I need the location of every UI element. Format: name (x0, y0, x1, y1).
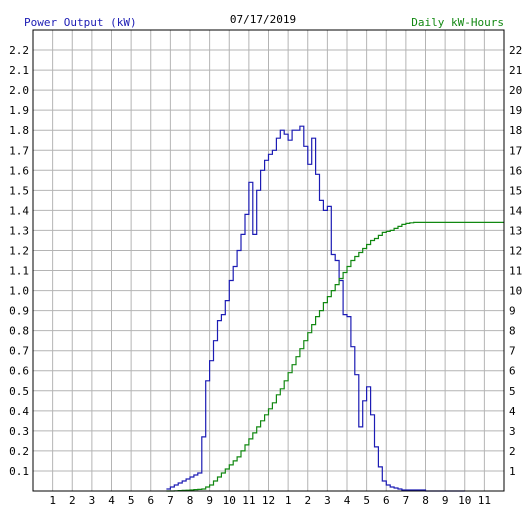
y-tick-label: 0.2 (9, 445, 29, 458)
x-tick-label: 9 (206, 494, 213, 507)
y-tick-label: 1.9 (9, 104, 29, 117)
y2-tick-label: 14 (509, 204, 523, 217)
y2-axis-title: Daily kW-Hours (411, 16, 504, 29)
y-axis-ticks: 0.1 0.2 0.3 0.4 0.5 0.6 0.7 0.8 0.9 1.0 1.1 1.2 1.3 1… (9, 44, 29, 478)
y2-tick-label: 6 (509, 365, 516, 378)
y-tick-label: 2.0 (9, 84, 29, 97)
y2-tick-label: 4 (509, 405, 516, 418)
x-tick-label: 8 (422, 494, 429, 507)
x-tick-label: 8 (187, 494, 194, 507)
y2-tick-label: 18 (509, 124, 522, 137)
grid (33, 30, 504, 491)
y-tick-label: 1.7 (9, 144, 29, 157)
y2-tick-label: 20 (509, 84, 522, 97)
y-tick-label: 1.1 (9, 265, 29, 278)
y2-tick-label: 22 (509, 44, 522, 57)
x-tick-label: 5 (128, 494, 135, 507)
x-tick-label: 4 (108, 494, 115, 507)
x-tick-label: 10 (223, 494, 236, 507)
y-tick-label: 0.1 (9, 465, 29, 478)
y2-tick-label: 21 (509, 64, 522, 77)
y2-tick-label: 16 (509, 164, 522, 177)
y-tick-label: 0.6 (9, 365, 29, 378)
power-output-line (166, 125, 465, 492)
y2-tick-label: 19 (509, 104, 522, 117)
y-tick-label: 0.8 (9, 325, 29, 338)
x-tick-label: 4 (344, 494, 351, 507)
y-tick-label: 0.9 (9, 305, 29, 318)
y2-tick-label: 15 (509, 184, 522, 197)
y-tick-label: 1.0 (9, 285, 29, 298)
x-tick-label: 11 (242, 494, 255, 507)
y-tick-label: 0.7 (9, 345, 29, 358)
x-tick-label: 1 (49, 494, 56, 507)
x-tick-label: 2 (69, 494, 76, 507)
y-tick-label: 1.2 (9, 244, 29, 257)
x-tick-label: 3 (89, 494, 96, 507)
y-tick-label: 1.6 (9, 164, 29, 177)
y-tick-label: 1.3 (9, 224, 29, 237)
x-tick-label: 7 (167, 494, 174, 507)
y2-tick-label: 11 (509, 265, 522, 278)
y2-tick-label: 2 (509, 445, 516, 458)
x-tick-label: 7 (403, 494, 410, 507)
x-tick-label: 6 (147, 494, 154, 507)
plot-frame-layer (32, 29, 505, 492)
y2-tick-label: 8 (509, 325, 516, 338)
y-tick-label: 2.1 (9, 64, 29, 77)
y-tick-label: 2.2 (9, 44, 29, 57)
x-tick-label: 11 (478, 494, 491, 507)
y-axis-title: Power Output (kW) (24, 16, 137, 29)
y-tick-label: 1.8 (9, 124, 29, 137)
plot-frame (32, 29, 505, 492)
y2-tick-label: 10 (509, 285, 522, 298)
y-tick-label: 1.5 (9, 184, 29, 197)
y-tick-label: 0.3 (9, 425, 29, 438)
y2-tick-label: 1 (509, 465, 516, 478)
y2-tick-label: 17 (509, 144, 522, 157)
y2-tick-label: 5 (509, 385, 516, 398)
series-layer (166, 125, 504, 492)
x-tick-label: 2 (304, 494, 311, 507)
x-tick-label: 10 (458, 494, 471, 507)
y2-tick-label: 9 (509, 305, 516, 318)
x-tick-label: 5 (363, 494, 370, 507)
y2-tick-label: 7 (509, 345, 516, 358)
y-tick-label: 0.4 (9, 405, 29, 418)
chart-title: 07/17/2019 (230, 13, 296, 26)
y2-tick-label: 3 (509, 425, 516, 438)
x-axis-ticks: 1 2 3 4 5 6 7 8 9 10 11 12 1 2 3 4 5 6 7 8 9 10 11 (49, 494, 491, 507)
y2-tick-label: 12 (509, 244, 522, 257)
x-tick-label: 9 (442, 494, 449, 507)
x-tick-label: 1 (285, 494, 292, 507)
daily-kwh-line (166, 221, 504, 492)
y2-tick-label: 13 (509, 224, 522, 237)
x-tick-label: 6 (383, 494, 390, 507)
x-tick-label: 3 (324, 494, 331, 507)
y-tick-label: 0.5 (9, 385, 29, 398)
x-tick-label: 12 (262, 494, 275, 507)
y-tick-label: 1.4 (9, 204, 29, 217)
